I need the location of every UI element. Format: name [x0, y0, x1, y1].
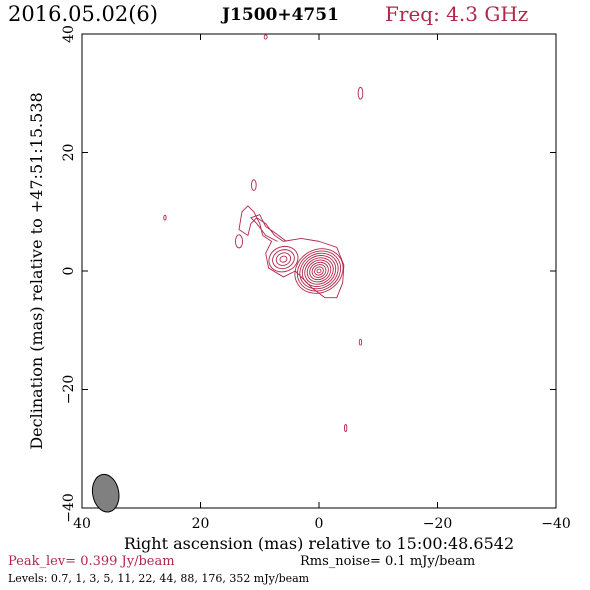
contour-ring	[309, 261, 329, 281]
y-axis-label: Declination (mas) relative to +47:51:15.…	[27, 92, 46, 449]
y-tick-label: −20	[61, 375, 77, 405]
contour-ring	[311, 264, 327, 278]
contour-blob	[344, 424, 348, 433]
beam-ellipse-layer	[91, 473, 120, 513]
contour-ring	[299, 252, 339, 290]
contour-ring	[275, 252, 292, 266]
y-tick-label: 20	[61, 144, 77, 162]
contour-layer	[163, 34, 364, 433]
plot-frame	[81, 33, 557, 509]
x-tick-label: 40	[73, 516, 91, 532]
axis-ticks: 40 20 0 −20 −40 −40 −20 0 20 40	[61, 25, 571, 532]
contour-ring	[294, 248, 344, 294]
contour-blob	[163, 214, 167, 221]
epoch-date: 2016.05.02(6)	[8, 2, 158, 26]
y-tick-label: 40	[61, 25, 77, 43]
beam-ellipse	[91, 473, 120, 513]
contour-ring	[272, 249, 295, 270]
contour-blob	[358, 338, 363, 346]
x-axis-label: Right ascension (mas) relative to 15:00:…	[124, 534, 514, 553]
contour-levels: Levels: 0.7, 1, 3, 5, 11, 22, 44, 88, 17…	[8, 572, 310, 585]
y-tick-label: 0	[61, 267, 77, 276]
contour-blob	[251, 179, 257, 191]
x-tick-label: −40	[541, 516, 571, 532]
contour-ring	[316, 268, 322, 274]
contour-jet-inner	[250, 214, 287, 242]
contour-blob	[235, 234, 244, 249]
contour-blob	[357, 86, 364, 100]
contour-ring	[279, 255, 288, 263]
x-tick-label: −20	[423, 516, 453, 532]
source-name: J1500+4751	[222, 5, 339, 25]
peak-level: Peak_lev= 0.399 Jy/beam	[8, 554, 175, 569]
contour-ring	[306, 259, 332, 283]
x-tick-label: 0	[315, 516, 324, 532]
y-tick-label: −40	[61, 493, 77, 523]
contour-ring	[314, 266, 324, 276]
contour-ring	[268, 245, 299, 273]
contour-ring	[296, 250, 342, 292]
contour-blob	[263, 34, 268, 40]
frequency-label: Freq: 4.3 GHz	[385, 2, 529, 26]
contour-ring	[304, 257, 334, 285]
x-tick-label: 20	[192, 516, 210, 532]
rms-noise: Rms_noise= 0.1 mJy/beam	[300, 554, 476, 569]
